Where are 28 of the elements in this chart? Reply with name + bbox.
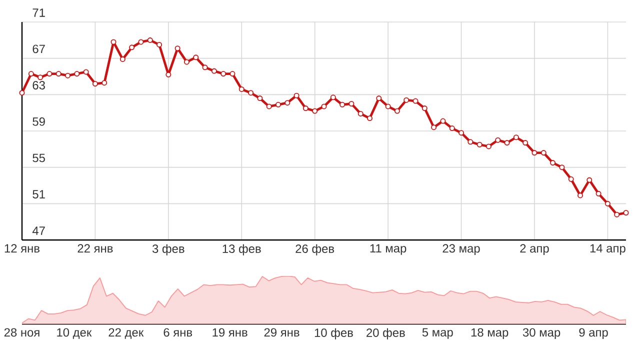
y-tick-label: 67 (32, 44, 45, 54)
y-tick-label: 51 (32, 190, 45, 198)
x-tick-label: 28 ноя (4, 328, 40, 337)
x-tick-label: 18 мар (471, 328, 508, 340)
x-tick-label: 23 мар (442, 244, 480, 256)
x-tick-label: 11 мар (370, 244, 406, 255)
x-tick-label: 30 мар (522, 328, 560, 340)
x-tick-label: 22 янв (78, 244, 113, 253)
x-tick-label: 10 дек (57, 328, 92, 339)
x-tick-label: 3 фев (152, 244, 184, 256)
x-tick-label: 13 фев (222, 244, 261, 256)
y-tick-label: 71 (32, 8, 45, 17)
x-tick-label: 22 дек (108, 328, 144, 339)
x-tick-label: 6 янв (164, 328, 192, 337)
x-tick-label: 19 янв (212, 328, 248, 337)
x-tick-label: 9 апр (579, 328, 608, 340)
y-tick-label: 59 (32, 117, 45, 126)
x-tick-label: 26 фев (296, 244, 334, 256)
y-tick-label: 55 (32, 154, 45, 162)
x-tick-label: 2 апр (520, 244, 549, 256)
x-tick-label: 12 янв (4, 244, 40, 253)
x-tick-label: 20 фев (366, 328, 405, 340)
x-tick-label: 29 янв (264, 328, 300, 337)
x-tick-label: 10 фев (314, 328, 353, 340)
y-tick-label: 47 (32, 226, 45, 235)
y-tick-label: 63 (32, 81, 45, 90)
x-tick-label: 5 мар (422, 328, 453, 339)
x-tick-label: 14 апр (590, 244, 626, 255)
